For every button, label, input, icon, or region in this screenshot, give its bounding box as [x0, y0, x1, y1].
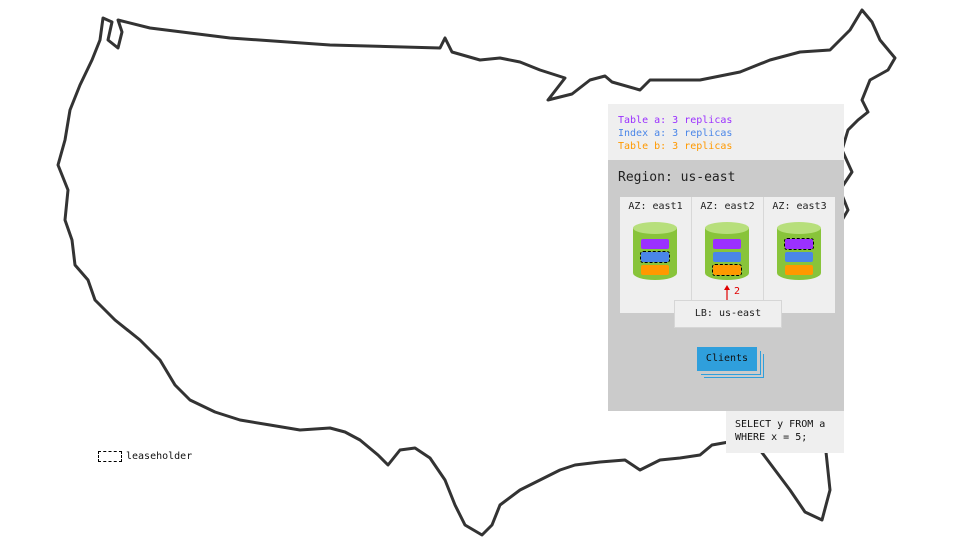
database-node-icon	[777, 222, 821, 286]
az-east2: AZ: east2 2	[692, 197, 764, 313]
table-b-replica	[785, 265, 813, 275]
table-a-replica	[713, 239, 741, 249]
table-a-replica-leaseholder	[784, 238, 814, 250]
step-number: 2	[734, 286, 741, 297]
sql-query: SELECT y FROM a WHERE x = 5;	[726, 411, 844, 453]
index-a-replica	[713, 252, 741, 262]
replica-legend-table-a: Table a: 3 replicas	[618, 115, 733, 126]
region-title: Region: us-east	[618, 170, 736, 185]
az-label: AZ: east2	[700, 201, 755, 212]
leaseholder-legend: leaseholder	[98, 451, 192, 462]
dashed-box-icon	[98, 451, 122, 462]
az-east1: AZ: east1	[620, 197, 692, 313]
clients-box: Clients	[697, 347, 757, 371]
index-a-replica-leaseholder	[640, 251, 670, 263]
database-node-icon	[705, 222, 749, 286]
database-node-icon	[633, 222, 677, 286]
load-balancer: LB: us-east	[674, 300, 782, 328]
az-label: AZ: east1	[628, 201, 683, 212]
table-b-replica-leaseholder	[712, 264, 742, 276]
replica-legend-index-a: Index a: 3 replicas	[618, 128, 733, 139]
index-a-replica	[785, 252, 813, 262]
table-a-replica	[641, 239, 669, 249]
replica-legend: Table a: 3 replicas Index a: 3 replicas …	[608, 104, 844, 160]
az-label: AZ: east3	[772, 201, 827, 212]
replica-legend-table-b: Table b: 3 replicas	[618, 141, 733, 152]
availability-zones: AZ: east1 AZ: east2 2 AZ: east3	[620, 197, 835, 313]
az-east3: AZ: east3	[764, 197, 835, 313]
table-b-replica	[641, 265, 669, 275]
region-us-east: Region: us-east AZ: east1 AZ: east2 2 AZ…	[608, 160, 844, 411]
leaseholder-legend-label: leaseholder	[126, 451, 193, 462]
request-arrow-icon	[724, 285, 730, 301]
